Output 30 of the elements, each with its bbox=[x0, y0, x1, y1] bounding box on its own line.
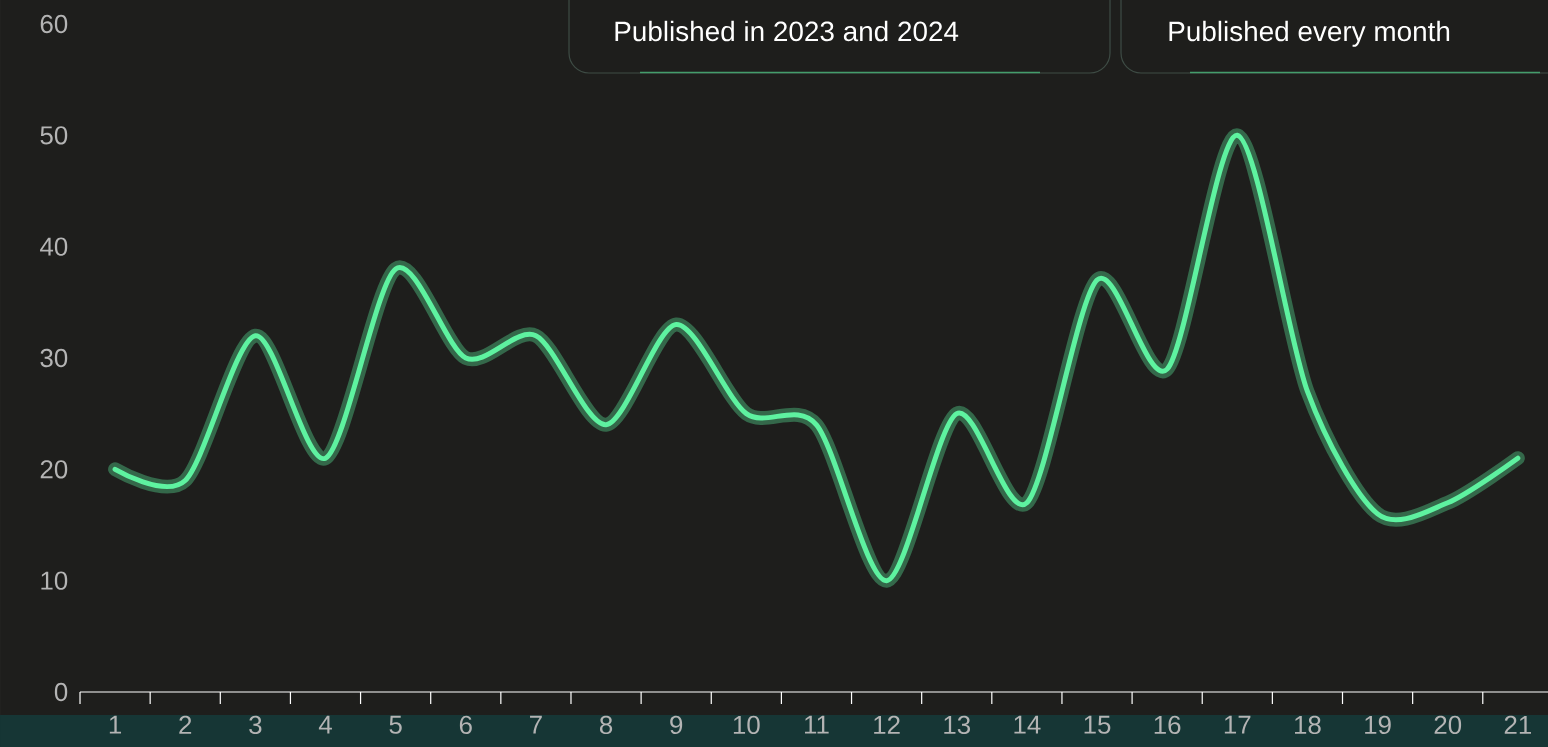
x-tick-label: 21 bbox=[1504, 715, 1531, 734]
x-tick-label: 15 bbox=[1084, 715, 1111, 734]
x-tick-label: 7 bbox=[530, 715, 542, 734]
x-tick-label: 13 bbox=[944, 715, 971, 735]
x-tick-label: 11 bbox=[804, 715, 829, 734]
x-tick-label: 2 bbox=[179, 715, 192, 734]
x-tick-label: 17 bbox=[1224, 715, 1251, 734]
x-tick-label: 20 bbox=[1434, 715, 1462, 735]
annotation: Published every month bbox=[1169, 20, 1450, 47]
y-tick-label: 40 bbox=[40, 237, 68, 256]
x-tick-label: 3 bbox=[249, 715, 262, 735]
y-tick-label: 0 bbox=[54, 682, 68, 702]
y-tick-label: 60 bbox=[40, 14, 68, 34]
x-tick-label: 18 bbox=[1295, 715, 1321, 735]
y-tick-label: 30 bbox=[40, 348, 68, 368]
x-tick-label: 9 bbox=[670, 715, 683, 735]
x-tick-label: 6 bbox=[459, 715, 472, 735]
x-tick-label: 10 bbox=[733, 715, 760, 735]
x-tick-label: 16 bbox=[1154, 715, 1181, 735]
x-tick-label: 8 bbox=[599, 715, 613, 735]
x-tick-label: 14 bbox=[1014, 715, 1041, 734]
annotation: Published in 2023 and 2024 bbox=[615, 20, 959, 42]
x-tick-label: 12 bbox=[874, 715, 900, 734]
x-tick-label: 1 bbox=[109, 715, 122, 734]
y-tick-label: 50 bbox=[40, 126, 68, 145]
y-tick-label: 10 bbox=[41, 571, 68, 590]
x-tick-label: 5 bbox=[389, 715, 402, 734]
x-tick-label: 19 bbox=[1365, 715, 1391, 735]
x-tick-label: 4 bbox=[318, 715, 332, 734]
y-tick-label: 20 bbox=[40, 460, 68, 479]
